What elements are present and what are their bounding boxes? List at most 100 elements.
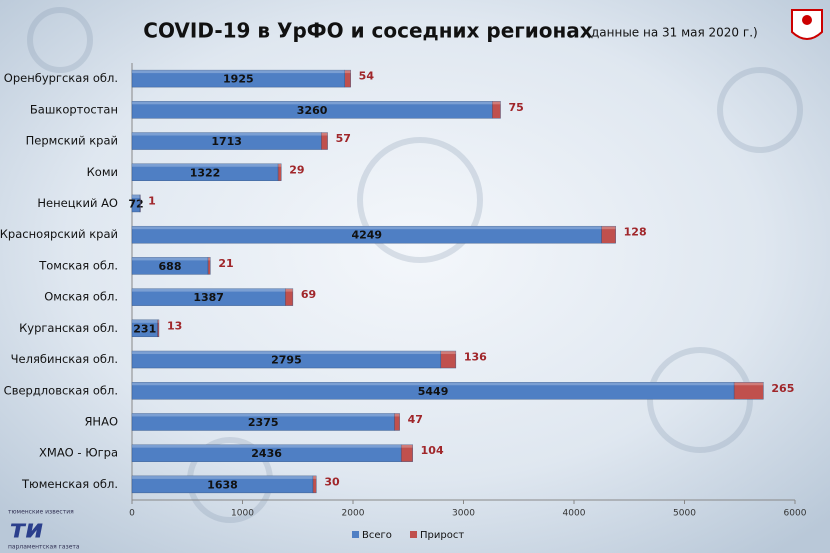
bar-shade bbox=[321, 132, 328, 136]
value-label: 136 bbox=[464, 351, 487, 364]
value-label: 30 bbox=[324, 475, 340, 488]
value-label: 688 bbox=[159, 260, 182, 273]
bar-segment bbox=[207, 257, 211, 275]
legend-label: Прирост bbox=[420, 530, 464, 541]
bar-shade bbox=[132, 163, 279, 167]
value-label: 75 bbox=[509, 101, 524, 114]
value-label: 1387 bbox=[193, 291, 224, 304]
value-label: 4249 bbox=[351, 229, 382, 242]
logo-text: парламентская газета bbox=[8, 544, 80, 551]
value-label: 1 bbox=[148, 194, 156, 207]
value-label: 21 bbox=[218, 257, 233, 270]
bar-shade bbox=[157, 319, 159, 323]
bar-shade bbox=[312, 475, 317, 479]
value-label: 47 bbox=[408, 413, 423, 426]
bar-shade bbox=[132, 382, 735, 386]
value-label: 5449 bbox=[418, 385, 449, 398]
bar-segment bbox=[733, 382, 764, 400]
logo-text: тюменские известия bbox=[8, 509, 74, 516]
bar-segment bbox=[492, 101, 501, 119]
bar-shade bbox=[344, 70, 351, 74]
bar-shade bbox=[132, 475, 313, 479]
y-tick-label: Красноярский край bbox=[0, 227, 118, 241]
emblem bbox=[791, 9, 823, 40]
bar-shade bbox=[401, 444, 413, 448]
bar-shade bbox=[132, 101, 493, 105]
value-label: 128 bbox=[624, 226, 647, 239]
bar-segment bbox=[344, 69, 351, 88]
y-tick-label: Коми bbox=[87, 165, 118, 179]
value-label: 13 bbox=[167, 319, 182, 332]
y-tick-label: Томская обл. bbox=[38, 258, 118, 272]
bar-shade bbox=[132, 257, 209, 261]
y-tick-label: Свердловская обл. bbox=[4, 383, 118, 397]
chart-title: COVID-19 в УрФО и соседних регионах bbox=[143, 19, 593, 43]
bar-shade bbox=[440, 351, 456, 355]
value-label: 1713 bbox=[211, 135, 242, 148]
bar-segment bbox=[285, 288, 294, 306]
y-tick-label: Башкортостан bbox=[30, 102, 118, 116]
bar-shade bbox=[132, 319, 158, 323]
bar-segment bbox=[312, 475, 317, 494]
bar-shade bbox=[132, 226, 602, 230]
value-label: 1925 bbox=[223, 73, 254, 86]
bar-segment bbox=[139, 194, 141, 213]
bar-segment bbox=[400, 444, 413, 462]
bar-shade bbox=[132, 351, 441, 355]
bar-shade bbox=[492, 101, 501, 105]
legend-label: Всего bbox=[362, 530, 392, 541]
bar-segment bbox=[394, 413, 400, 431]
bar-shade bbox=[285, 288, 293, 292]
legend-swatch bbox=[410, 531, 417, 538]
bar-segment bbox=[321, 132, 328, 150]
bar-segment bbox=[157, 319, 160, 338]
y-tick-label: Курганская обл. bbox=[19, 321, 118, 335]
bar-shade bbox=[132, 444, 402, 448]
bar-shade bbox=[601, 226, 616, 230]
value-label: 265 bbox=[771, 382, 794, 395]
value-label: 72 bbox=[128, 197, 143, 210]
value-label: 2375 bbox=[248, 416, 279, 429]
bar-shade bbox=[132, 288, 286, 292]
value-label: 2436 bbox=[251, 447, 282, 460]
bar-shade bbox=[278, 163, 282, 167]
bar-shade bbox=[132, 70, 345, 74]
value-label: 54 bbox=[359, 70, 375, 83]
chart-subtitle: (данные на 31 мая 2020 г.) bbox=[586, 26, 757, 40]
value-label: 1638 bbox=[207, 478, 238, 491]
y-tick-label: Омская обл. bbox=[44, 290, 118, 304]
x-tick-label: 6000 bbox=[784, 509, 807, 519]
value-label: 2795 bbox=[271, 354, 302, 367]
value-label: 104 bbox=[421, 444, 444, 457]
y-tick-label: ЯНАО bbox=[84, 414, 118, 428]
bar-shade bbox=[394, 413, 400, 417]
x-tick-label: 3000 bbox=[452, 509, 475, 519]
x-tick-label: 2000 bbox=[342, 509, 365, 519]
x-tick-label: 1000 bbox=[231, 509, 254, 519]
value-label: 29 bbox=[289, 163, 304, 176]
x-tick-label: 5000 bbox=[673, 509, 696, 519]
bar-shade bbox=[208, 257, 211, 261]
bar-segment bbox=[601, 225, 616, 244]
y-tick-label: Оренбургская обл. bbox=[4, 71, 118, 85]
bar-shade bbox=[132, 132, 322, 136]
y-tick-label: Ненецкий АО bbox=[37, 196, 118, 210]
bar-segment bbox=[440, 350, 457, 369]
logo-text: ти bbox=[10, 515, 43, 545]
bar-segment bbox=[277, 163, 282, 181]
x-tick-label: 0 bbox=[129, 509, 135, 519]
value-label: 231 bbox=[133, 322, 156, 335]
value-label: 57 bbox=[336, 132, 351, 145]
y-tick-label: Тюменская обл. bbox=[21, 477, 118, 491]
y-tick-label: Челябинская обл. bbox=[11, 352, 118, 366]
bar-shade bbox=[734, 382, 764, 386]
legend-swatch bbox=[352, 531, 359, 538]
y-tick-label: Пермский край bbox=[26, 134, 118, 148]
value-label: 1322 bbox=[190, 166, 221, 179]
x-tick-label: 4000 bbox=[563, 509, 586, 519]
value-label: 3260 bbox=[297, 104, 328, 117]
value-label: 69 bbox=[301, 288, 316, 301]
bar-shade bbox=[139, 194, 141, 198]
